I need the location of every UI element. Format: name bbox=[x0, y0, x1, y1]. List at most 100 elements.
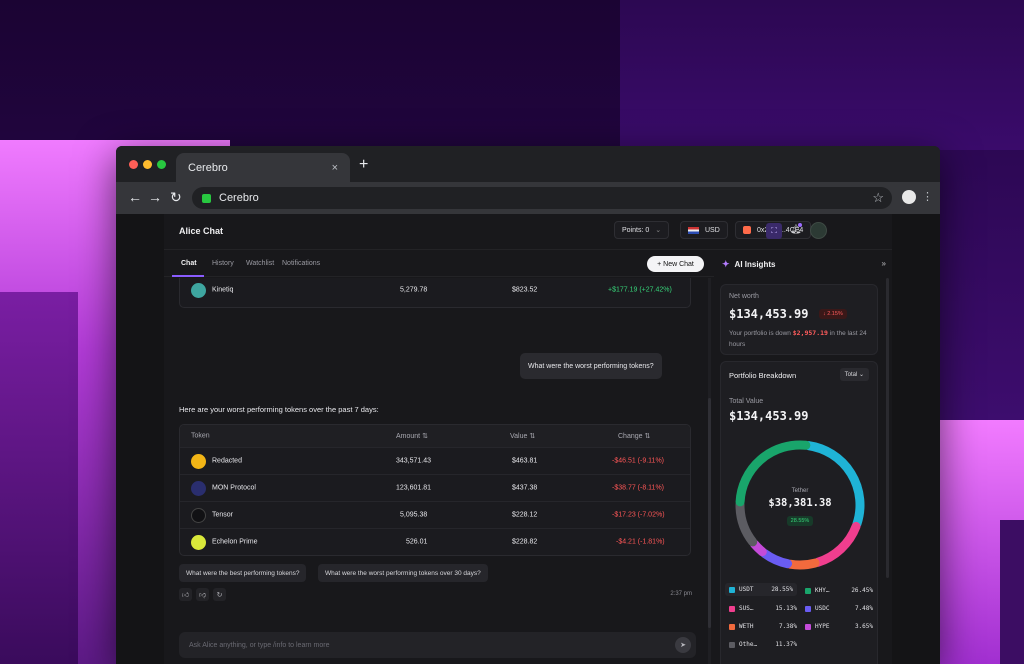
points-label: Points: 0 bbox=[622, 226, 650, 234]
token-change: +$177.19 (+27.42%) bbox=[608, 286, 672, 294]
legend-name: HYPE bbox=[815, 623, 830, 630]
suggestion-chip[interactable]: What were the worst performing tokens ov… bbox=[318, 564, 488, 582]
donut-segment-usdt[interactable] bbox=[804, 441, 865, 529]
tab-chat[interactable]: Chat bbox=[181, 260, 197, 267]
bell-icon[interactable]: 🔔︎ bbox=[790, 224, 802, 234]
browser-window: Cerebro × + ← → ↻ Cerebro ☆ ⋮ Alice Chat… bbox=[116, 146, 940, 664]
chat-tabs: Chat History Watchlist Notifications + N… bbox=[164, 251, 714, 277]
table-row[interactable]: Echelon Prime 526.01 $228.82 -$4.21 (-1.… bbox=[180, 528, 690, 555]
token-amount: 343,571.43 bbox=[396, 457, 432, 465]
legend-item[interactable]: SUS… 15.13% bbox=[729, 605, 797, 612]
close-tab-icon[interactable]: × bbox=[331, 161, 338, 174]
sidebar-scrollbar[interactable] bbox=[886, 278, 889, 578]
back-icon[interactable]: ← bbox=[128, 189, 142, 205]
table-row[interactable]: Tensor 5,095.38 $228.12 -$17.23 (-7.02%) bbox=[180, 501, 690, 528]
portfolio-filter-dropdown[interactable]: Total ⌄ bbox=[839, 368, 869, 381]
legend-name: USDC bbox=[815, 605, 830, 612]
wallet-icon bbox=[743, 226, 751, 234]
net-worth-value: $134,453.99 bbox=[729, 307, 809, 321]
legend-item[interactable]: KHY… 26.45% bbox=[805, 587, 873, 594]
table-row[interactable]: Kinetiq 5,279.78 $823.52 +$177.19 (+27.4… bbox=[180, 278, 690, 307]
column-change[interactable]: Change ⇅ bbox=[618, 433, 651, 440]
net-worth-description: Your portfolio is down $2,957.19 in the … bbox=[729, 328, 869, 350]
browser-tabbar: Cerebro × + bbox=[116, 146, 940, 182]
send-icon[interactable]: ➤ bbox=[675, 637, 691, 653]
net-worth-card: Net worth $134,453.99 ↓ 2.15% Your portf… bbox=[720, 284, 878, 355]
chat-scrollbar[interactable] bbox=[708, 278, 711, 664]
token-amount: 5,095.38 bbox=[400, 511, 428, 519]
thumbs-up-icon[interactable]: 👍︎ bbox=[179, 588, 192, 601]
column-value[interactable]: Value ⇅ bbox=[510, 433, 536, 440]
table-row[interactable]: MON Protocol 123,601.81 $437.38 -$38.77 … bbox=[180, 474, 690, 501]
suggestion-chip[interactable]: What were the best performing tokens? bbox=[179, 564, 307, 582]
token-name: Echelon Prime bbox=[212, 538, 258, 546]
forward-icon[interactable]: → bbox=[148, 189, 162, 205]
legend-name: KHY… bbox=[815, 587, 830, 594]
tab-notifications[interactable]: Notifications bbox=[282, 260, 321, 267]
donut-segment-sus[interactable] bbox=[813, 521, 861, 567]
maximize-window-button[interactable] bbox=[157, 160, 166, 169]
url-text: Cerebro bbox=[219, 192, 259, 204]
sparkle-icon: ✦ bbox=[722, 259, 730, 269]
new-tab-button[interactable]: + bbox=[359, 156, 369, 173]
legend-pct: 26.45% bbox=[851, 587, 873, 594]
browser-tab[interactable]: Cerebro × bbox=[176, 153, 350, 182]
token-change: -$46.51 (-9.11%) bbox=[612, 457, 665, 465]
chat-messages: Kinetiq 5,279.78 $823.52 +$177.19 (+27.4… bbox=[164, 278, 714, 664]
legend-item[interactable]: USDC 7.48% bbox=[805, 605, 873, 612]
browser-tab-title: Cerebro bbox=[188, 161, 228, 174]
mon-protocol-icon bbox=[191, 481, 206, 496]
regenerate-icon[interactable]: ↻ bbox=[213, 588, 226, 601]
portfolio-title: Portfolio Breakdown bbox=[729, 371, 797, 380]
collapse-sidebar-icon[interactable]: » bbox=[881, 259, 886, 268]
table-header: Token Amount ⇅ Value ⇅ Change ⇅ bbox=[180, 425, 690, 447]
donut-segment-weth[interactable] bbox=[785, 558, 820, 570]
tab-history[interactable]: History bbox=[212, 260, 234, 267]
chat-input[interactable]: Ask Alice anything, or type /info to lea… bbox=[179, 632, 696, 658]
minimize-window-button[interactable] bbox=[143, 160, 152, 169]
donut-segment-khy[interactable] bbox=[735, 440, 811, 507]
bookmark-star-icon[interactable]: ☆ bbox=[872, 190, 884, 205]
profile-avatar[interactable] bbox=[902, 190, 916, 204]
tab-watchlist[interactable]: Watchlist bbox=[246, 260, 275, 267]
thumbs-down-icon[interactable]: 👎︎ bbox=[196, 588, 209, 601]
chat-input-placeholder: Ask Alice anything, or type /info to lea… bbox=[189, 641, 330, 649]
message-timestamp: 2:37 pm bbox=[670, 591, 692, 597]
column-amount[interactable]: Amount ⇅ bbox=[396, 433, 428, 440]
lock-icon bbox=[202, 193, 211, 203]
legend-swatch bbox=[729, 605, 735, 612]
echelon-prime-icon bbox=[191, 535, 206, 550]
insights-content: Net worth $134,453.99 ↓ 2.15% Your portf… bbox=[714, 278, 892, 664]
legend-item[interactable]: HYPE 3.65% bbox=[805, 623, 873, 630]
points-button[interactable]: Points: 0 ⌄ bbox=[614, 221, 670, 239]
legend-swatch bbox=[805, 623, 811, 630]
background-block bbox=[620, 0, 1024, 150]
legend-swatch bbox=[805, 587, 811, 594]
currency-label: USD bbox=[705, 226, 720, 234]
donut-segment-usdc[interactable] bbox=[759, 548, 793, 569]
table-row[interactable]: Redacted 343,571.43 $463.81 -$46.51 (-9.… bbox=[180, 447, 690, 474]
legend-pct: 7.48% bbox=[854, 605, 873, 612]
legend-item[interactable]: WETH 7.38% bbox=[729, 623, 797, 630]
column-token: Token bbox=[191, 432, 210, 440]
donut-segment-othe[interactable] bbox=[735, 500, 758, 547]
currency-selector[interactable]: USD bbox=[680, 221, 728, 239]
token-value: $437.38 bbox=[512, 484, 538, 492]
legend-item[interactable]: Othe… 11.37% bbox=[729, 641, 797, 648]
legend-swatch bbox=[729, 586, 735, 593]
legend-name: WETH bbox=[739, 623, 754, 630]
active-tab-indicator bbox=[172, 275, 204, 277]
background-block bbox=[1000, 520, 1024, 664]
legend-item[interactable]: USDT 28.55% bbox=[725, 583, 797, 596]
browser-toolbar: ← → ↻ Cerebro ☆ ⋮ bbox=[116, 182, 940, 214]
avatar[interactable] bbox=[810, 222, 827, 239]
close-window-button[interactable] bbox=[129, 160, 138, 169]
address-bar[interactable]: Cerebro ☆ bbox=[192, 187, 892, 209]
scan-icon[interactable]: ⛶ bbox=[766, 223, 782, 239]
browser-menu-icon[interactable]: ⋮ bbox=[922, 191, 933, 203]
token-name: MON Protocol bbox=[212, 484, 256, 492]
legend-pct: 7.38% bbox=[778, 623, 797, 630]
scrollbar-thumb[interactable] bbox=[708, 398, 711, 628]
reload-icon[interactable]: ↻ bbox=[170, 189, 182, 205]
new-chat-button[interactable]: + New Chat bbox=[647, 256, 704, 272]
